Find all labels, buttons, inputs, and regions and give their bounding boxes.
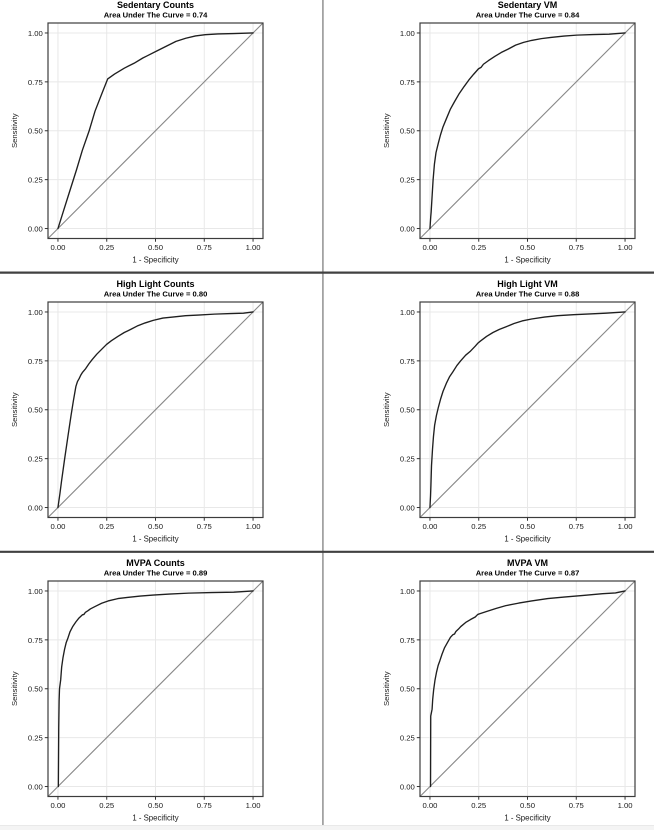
svg-text:0.00: 0.00 (28, 782, 43, 791)
svg-text:Area Under The Curve = 0.80: Area Under The Curve = 0.80 (104, 290, 208, 299)
svg-text:0.50: 0.50 (400, 127, 415, 136)
svg-text:Area Under The Curve = 0.88: Area Under The Curve = 0.88 (476, 290, 580, 299)
svg-text:0.75: 0.75 (400, 636, 415, 645)
svg-text:0.25: 0.25 (400, 734, 415, 743)
svg-text:0.00: 0.00 (50, 522, 65, 531)
svg-text:1 - Specificity: 1 - Specificity (132, 256, 178, 265)
svg-text:0.25: 0.25 (28, 176, 43, 185)
svg-text:1 - Specificity: 1 - Specificity (504, 535, 550, 544)
svg-text:1.00: 1.00 (400, 29, 415, 38)
svg-text:1 - Specificity: 1 - Specificity (132, 535, 178, 544)
svg-text:0.75: 0.75 (197, 801, 212, 810)
svg-text:Area Under The Curve = 0.84: Area Under The Curve = 0.84 (476, 11, 580, 20)
svg-text:0.75: 0.75 (28, 636, 43, 645)
svg-text:0.00: 0.00 (50, 243, 65, 252)
svg-text:0.25: 0.25 (471, 522, 486, 531)
svg-text:Sensitivity: Sensitivity (382, 392, 391, 427)
svg-text:0.25: 0.25 (400, 176, 415, 185)
svg-text:1.00: 1.00 (28, 308, 43, 317)
svg-text:0.50: 0.50 (148, 243, 163, 252)
svg-text:1.00: 1.00 (246, 801, 261, 810)
svg-text:MVPA Counts: MVPA Counts (126, 558, 185, 568)
svg-text:Area Under The Curve = 0.74: Area Under The Curve = 0.74 (104, 11, 208, 20)
svg-text:Sensitivity: Sensitivity (10, 671, 19, 706)
svg-text:Sedentary VM: Sedentary VM (498, 0, 558, 10)
svg-text:Sensitivity: Sensitivity (10, 392, 19, 427)
svg-text:0.50: 0.50 (148, 801, 163, 810)
svg-text:Sensitivity: Sensitivity (382, 113, 391, 148)
svg-text:1.00: 1.00 (400, 308, 415, 317)
svg-text:1 - Specificity: 1 - Specificity (504, 256, 550, 265)
svg-text:0.00: 0.00 (400, 782, 415, 791)
svg-text:0.75: 0.75 (569, 243, 584, 252)
svg-text:0.75: 0.75 (197, 243, 212, 252)
svg-text:0.00: 0.00 (28, 503, 43, 512)
svg-text:0.00: 0.00 (50, 801, 65, 810)
svg-text:0.50: 0.50 (400, 406, 415, 415)
svg-text:0.00: 0.00 (28, 224, 43, 233)
svg-text:0.75: 0.75 (400, 357, 415, 366)
svg-text:0.25: 0.25 (99, 522, 114, 531)
svg-text:0.50: 0.50 (28, 127, 43, 136)
svg-text:0.25: 0.25 (99, 801, 114, 810)
svg-text:1.00: 1.00 (618, 522, 633, 531)
svg-text:0.50: 0.50 (520, 522, 535, 531)
svg-text:0.25: 0.25 (28, 734, 43, 743)
svg-text:1 - Specificity: 1 - Specificity (504, 814, 550, 823)
svg-text:High Light Counts: High Light Counts (117, 279, 195, 289)
svg-text:1.00: 1.00 (246, 243, 261, 252)
svg-text:High Light VM: High Light VM (497, 279, 558, 289)
svg-text:1.00: 1.00 (246, 522, 261, 531)
svg-text:0.75: 0.75 (569, 522, 584, 531)
svg-text:0.00: 0.00 (422, 801, 437, 810)
svg-text:0.25: 0.25 (28, 455, 43, 464)
svg-text:1.00: 1.00 (400, 587, 415, 596)
svg-text:Sensitivity: Sensitivity (10, 113, 19, 148)
svg-text:0.75: 0.75 (197, 522, 212, 531)
svg-text:1.00: 1.00 (28, 587, 43, 596)
svg-text:1.00: 1.00 (28, 29, 43, 38)
svg-text:1.00: 1.00 (618, 801, 633, 810)
svg-text:1 - Specificity: 1 - Specificity (132, 814, 178, 823)
svg-text:0.50: 0.50 (400, 685, 415, 694)
svg-text:Sedentary Counts: Sedentary Counts (117, 0, 194, 10)
svg-text:0.75: 0.75 (28, 357, 43, 366)
svg-text:0.00: 0.00 (422, 243, 437, 252)
svg-text:0.50: 0.50 (28, 685, 43, 694)
svg-text:MVPA VM: MVPA VM (507, 558, 548, 568)
svg-text:0.75: 0.75 (28, 78, 43, 87)
svg-text:0.00: 0.00 (400, 503, 415, 512)
svg-text:0.50: 0.50 (520, 243, 535, 252)
svg-text:0.50: 0.50 (28, 406, 43, 415)
svg-text:0.00: 0.00 (400, 224, 415, 233)
svg-text:0.25: 0.25 (471, 801, 486, 810)
svg-text:Sensitivity: Sensitivity (382, 671, 391, 706)
svg-text:0.25: 0.25 (99, 243, 114, 252)
svg-text:0.25: 0.25 (471, 243, 486, 252)
svg-text:0.50: 0.50 (148, 522, 163, 531)
svg-text:Area Under The Curve = 0.89: Area Under The Curve = 0.89 (104, 569, 208, 578)
svg-text:0.75: 0.75 (400, 78, 415, 87)
svg-text:0.75: 0.75 (569, 801, 584, 810)
svg-text:0.25: 0.25 (400, 455, 415, 464)
svg-text:0.50: 0.50 (520, 801, 535, 810)
svg-text:1.00: 1.00 (618, 243, 633, 252)
svg-text:Area Under The Curve = 0.87: Area Under The Curve = 0.87 (476, 569, 580, 578)
svg-text:0.00: 0.00 (422, 522, 437, 531)
